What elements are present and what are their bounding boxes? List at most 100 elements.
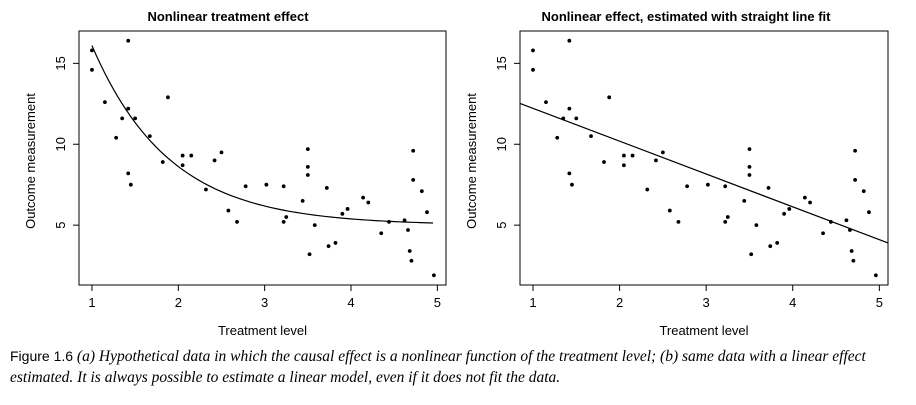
x-tick-label: 3: [261, 295, 268, 310]
data-point: [754, 223, 759, 228]
data-point: [766, 186, 771, 190]
data-point: [723, 184, 728, 189]
data-point: [853, 177, 857, 182]
data-point: [243, 184, 248, 189]
data-point: [768, 244, 773, 249]
data-point: [180, 153, 185, 158]
data-point: [312, 223, 317, 228]
x-tick-label: 4: [347, 295, 354, 310]
data-point: [300, 198, 305, 203]
data-point: [849, 249, 854, 253]
data-point: [340, 211, 345, 216]
data-point: [676, 220, 681, 224]
chart-nonlinear-fit: Nonlinear treatment effect 1 2 3 4 5 5 10 15 Trea…: [23, 9, 447, 338]
data-point: [409, 258, 414, 263]
data-point: [782, 211, 786, 216]
data-point: [828, 220, 833, 224]
data-point: [589, 134, 593, 139]
data-point: [851, 258, 856, 263]
data-point: [531, 48, 535, 53]
y-tick-label: 10: [494, 137, 509, 151]
data-point: [660, 150, 665, 155]
data-point: [861, 189, 866, 194]
figure-caption: Figure 1.6 (a) Hypothetical data in whic…: [10, 346, 910, 388]
data-point: [602, 160, 606, 164]
data-point: [685, 184, 690, 189]
data-point: [775, 241, 780, 245]
data-point: [567, 38, 572, 43]
data-point: [103, 100, 107, 105]
data-point: [567, 106, 572, 111]
plot-frame: [78, 30, 447, 286]
data-point: [114, 135, 119, 140]
data-point: [555, 135, 560, 140]
data-point: [133, 116, 138, 121]
data-point: [160, 160, 165, 164]
data-point: [802, 195, 807, 200]
data-point: [853, 148, 857, 153]
data-point: [345, 207, 350, 211]
chart-title: Nonlinear treatment effect: [147, 9, 309, 24]
y-tick-label: 10: [53, 137, 68, 151]
data-point: [747, 173, 752, 177]
data-point: [531, 67, 535, 72]
x-tick-label: 3: [703, 295, 710, 310]
x-tick-label: 1: [529, 295, 536, 310]
data-point: [723, 220, 728, 224]
x-axis-label: Treatment level: [218, 323, 307, 338]
data-point: [147, 134, 152, 139]
data-point: [742, 198, 747, 203]
data-point: [787, 207, 792, 211]
data-point: [645, 187, 650, 192]
data-point: [366, 200, 371, 205]
data-point: [126, 106, 131, 111]
data-point: [128, 182, 133, 187]
data-point: [305, 164, 310, 169]
data-point: [873, 273, 878, 278]
data-point: [411, 177, 416, 182]
data-point: [126, 38, 131, 43]
data-point: [305, 147, 310, 152]
data-point: [326, 244, 331, 249]
chart-title: Nonlinear effect, estimated with straigh…: [542, 9, 832, 24]
data-point: [305, 173, 310, 177]
data-point: [570, 182, 574, 187]
data-point: [387, 220, 391, 224]
data-point: [749, 252, 754, 257]
data-point: [705, 182, 710, 187]
y-tick-label: 15: [494, 56, 509, 70]
y-tick-label: 15: [53, 56, 68, 70]
data-point: [425, 210, 429, 215]
data-point: [561, 116, 566, 121]
data-point: [189, 153, 194, 158]
data-point: [406, 228, 410, 232]
data-point: [574, 116, 579, 121]
data-point: [844, 218, 849, 223]
data-point: [180, 163, 185, 168]
data-point: [212, 158, 217, 163]
data-point: [90, 48, 94, 53]
data-point: [607, 95, 612, 100]
x-tick-label: 5: [876, 295, 883, 310]
data-point: [654, 158, 658, 163]
data-point: [120, 116, 125, 121]
data-point: [204, 187, 208, 192]
data-point: [747, 164, 752, 169]
x-tick-label: 1: [88, 295, 95, 310]
data-point: [808, 200, 812, 205]
data-point: [411, 148, 416, 153]
data-point: [821, 231, 825, 236]
y-axis-label: Outcome measurement: [23, 93, 38, 229]
y-tick-label: 5: [53, 222, 68, 229]
data-point: [281, 184, 286, 189]
data-point: [126, 171, 131, 176]
x-tick-label: 4: [789, 295, 796, 310]
data-point: [667, 208, 672, 213]
data-point: [747, 147, 752, 152]
caption-text: (a) Hypothetical data in which the causa…: [10, 348, 866, 386]
data-point: [622, 153, 626, 158]
data-point: [622, 163, 626, 168]
x-tick-label: 5: [434, 295, 441, 310]
data-point: [848, 228, 852, 232]
data-point: [281, 220, 286, 224]
